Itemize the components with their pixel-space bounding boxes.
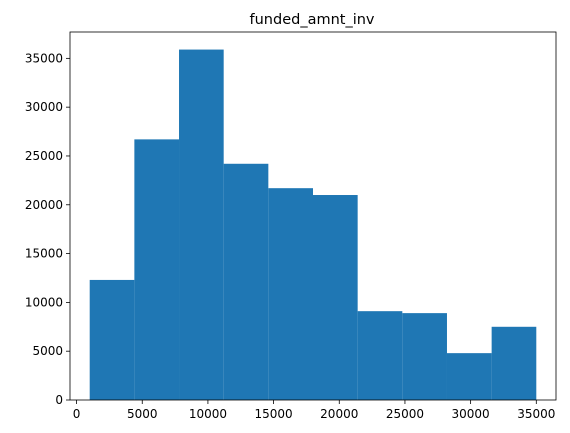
histogram-bar xyxy=(402,313,447,400)
histogram-bar xyxy=(223,163,269,400)
histogram-bar xyxy=(89,279,135,400)
x-tick-label: 35000 xyxy=(517,407,555,421)
y-tick-label: 15000 xyxy=(25,247,63,261)
plot-frame xyxy=(69,31,557,401)
x-tick-label: 5000 xyxy=(127,407,158,421)
x-tick-label: 25000 xyxy=(386,407,424,421)
y-tick-label: 25000 xyxy=(25,149,63,163)
histogram-bar xyxy=(179,49,224,401)
x-tick-label: 15000 xyxy=(255,407,293,421)
histogram-bar xyxy=(268,188,313,400)
x-tick-label: 30000 xyxy=(452,407,490,421)
y-axis: 0 5000 10000 15000 20000 25000 30000 35000 xyxy=(25,51,70,407)
y-tick-label: 35000 xyxy=(25,51,63,65)
histogram-bar xyxy=(357,311,403,400)
x-tick-label: 10000 xyxy=(189,407,227,421)
histogram-bar xyxy=(491,326,537,400)
histogram-bar xyxy=(134,139,180,400)
y-tick-label: 30000 xyxy=(25,100,63,114)
histogram-bar xyxy=(446,353,492,400)
x-tick-label: 0 xyxy=(73,407,81,421)
y-tick-label: 0 xyxy=(55,393,63,407)
bars-group xyxy=(89,49,537,401)
y-tick-label: 10000 xyxy=(25,295,63,309)
y-tick-label: 5000 xyxy=(32,344,63,358)
x-tick-label: 20000 xyxy=(320,407,358,421)
x-axis: 0 5000 10000 15000 20000 25000 30000 35000 xyxy=(73,400,555,421)
y-tick-label: 20000 xyxy=(25,198,63,212)
chart-title: funded_amnt_inv xyxy=(250,12,375,28)
histogram-bar xyxy=(313,195,358,400)
